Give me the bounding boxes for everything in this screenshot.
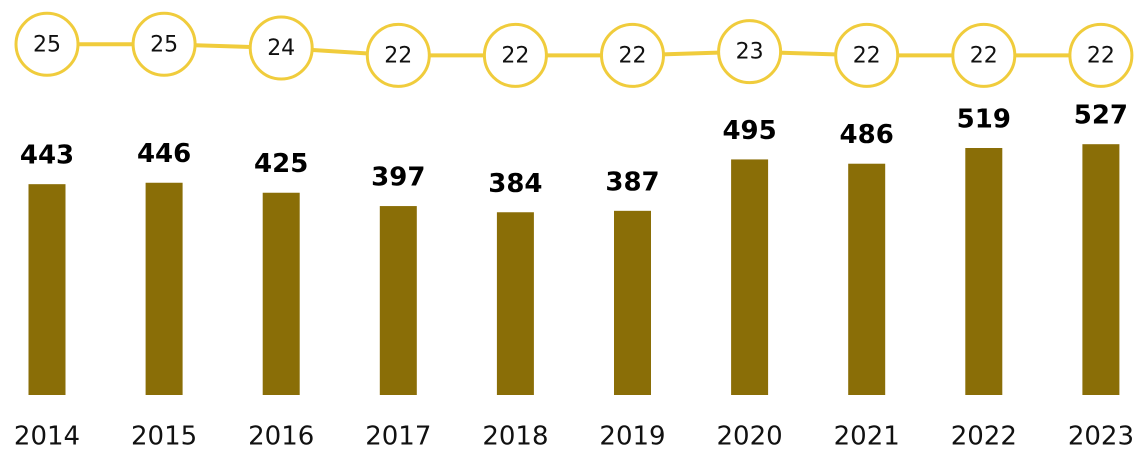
- line-marker: [834, 22, 900, 88]
- x-tick-label: 2019: [599, 422, 665, 452]
- line: [47, 42, 1101, 58]
- x-tick-label: 2014: [14, 422, 80, 452]
- value-label: 22: [970, 43, 998, 68]
- line-marker: [717, 19, 783, 85]
- value-label: 527: [1074, 101, 1128, 131]
- line-marker: [951, 22, 1017, 88]
- line-marker: [131, 11, 197, 77]
- bar: [496, 212, 534, 395]
- value-label: 22: [853, 43, 881, 68]
- bar: [965, 148, 1003, 395]
- value-label: 22: [501, 43, 529, 68]
- bar: [848, 163, 886, 395]
- value-label: 384: [488, 169, 542, 199]
- bar: [731, 159, 769, 395]
- x-tick-label: 2022: [951, 422, 1017, 452]
- value-label: 387: [605, 167, 659, 197]
- value-label: 443: [20, 141, 74, 171]
- bar: [379, 206, 417, 395]
- x-tick-label: 2016: [248, 422, 314, 452]
- value-label: 23: [736, 40, 764, 65]
- value-label: 22: [619, 43, 647, 68]
- x-tick-label: 2018: [482, 422, 548, 452]
- x-tick-label: 2021: [834, 422, 900, 452]
- value-label: 22: [1087, 43, 1115, 68]
- value-label: 446: [137, 139, 191, 169]
- value-label: 25: [33, 32, 61, 57]
- bar: [262, 192, 300, 395]
- line-marker: [365, 22, 431, 88]
- bar: [28, 184, 66, 395]
- bar: [614, 210, 651, 395]
- value-label: 519: [957, 105, 1011, 135]
- line-marker: [248, 15, 314, 81]
- x-tick-label: 2023: [1068, 422, 1134, 452]
- bar: [145, 182, 183, 395]
- value-label: 397: [371, 163, 425, 193]
- value-label: 425: [254, 149, 308, 179]
- value-label: 495: [722, 116, 776, 146]
- x-tick-label: 2015: [131, 422, 197, 452]
- line-marker: [1068, 22, 1134, 88]
- value-label: 22: [384, 43, 412, 68]
- line-marker: [600, 22, 665, 88]
- value-label: 25: [150, 32, 178, 57]
- x-tick-label: 2020: [717, 422, 783, 452]
- value-label: 486: [840, 120, 894, 150]
- line-marker: [14, 11, 80, 77]
- x-tick-label: 2017: [365, 422, 431, 452]
- value-label: 24: [267, 36, 295, 61]
- line-marker: [482, 22, 548, 88]
- bar: [1082, 144, 1120, 395]
